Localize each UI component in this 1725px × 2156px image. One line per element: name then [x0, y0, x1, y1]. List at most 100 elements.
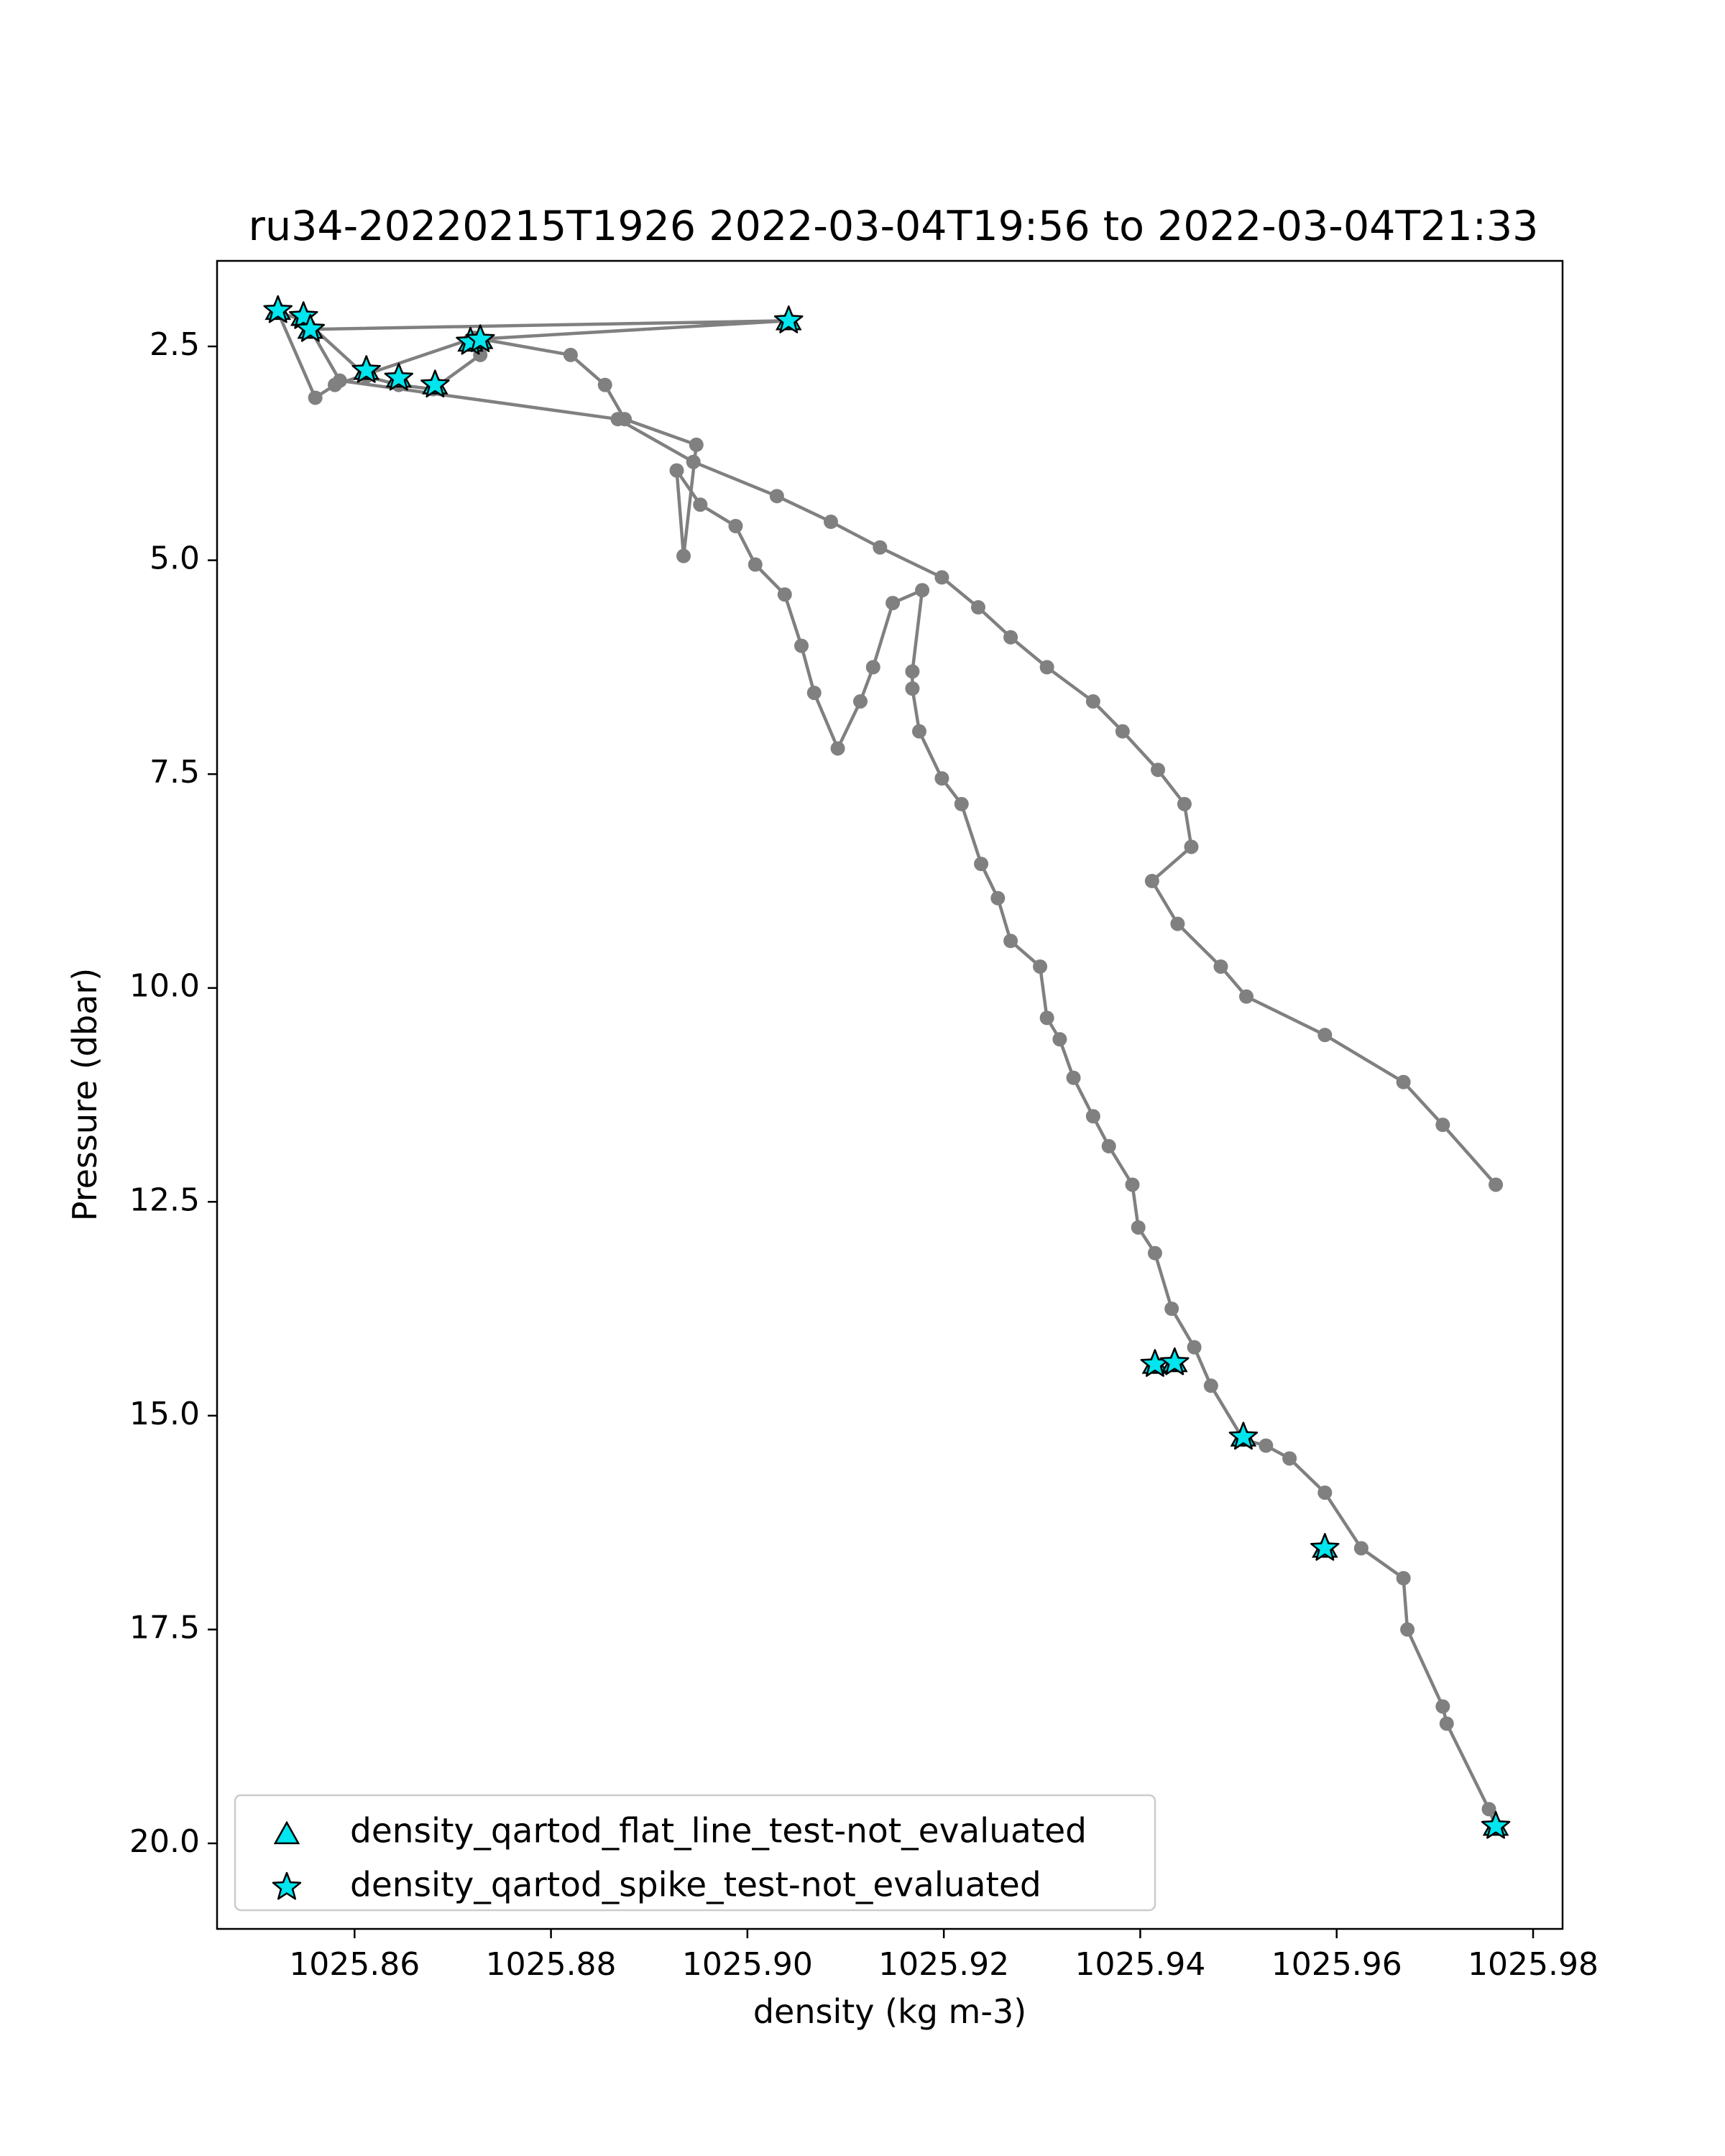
profile-point [1213, 959, 1228, 974]
profile-point [597, 377, 612, 392]
profile-point [1439, 1716, 1454, 1731]
spike-flag-marker [1159, 1347, 1190, 1376]
y-axis-label: Pressure (dbar) [65, 968, 104, 1221]
y-tick-label: 10.0 [129, 968, 200, 1005]
profile-point [1039, 660, 1054, 675]
profile-point [1052, 1032, 1067, 1047]
profile-point [1003, 630, 1018, 645]
legend-box [234, 1794, 1156, 1912]
profile-point [1481, 1802, 1496, 1817]
profile-point [865, 660, 880, 675]
chart-title: ru34-20220215T1926 2022-03-04T19:56 to 2… [249, 203, 1539, 250]
profile-point [769, 489, 784, 504]
profile-point [332, 373, 347, 388]
profile-point [1085, 1109, 1100, 1124]
spike-flag-marker [1310, 1533, 1340, 1561]
spike-flag-marker [1481, 1810, 1511, 1839]
profile-point [1085, 694, 1100, 709]
profile-point [669, 463, 684, 478]
profile-point [1396, 1570, 1411, 1585]
legend-triangle-glyph [273, 1820, 300, 1845]
profile-point [1033, 959, 1048, 974]
profile-point [934, 570, 949, 585]
profile-point [806, 686, 822, 701]
profile-point [1489, 1177, 1504, 1192]
profile-point [1435, 1699, 1450, 1714]
profile-point [1101, 1138, 1116, 1153]
profile-point [1239, 989, 1254, 1004]
profile-point [990, 890, 1006, 906]
profile-point [1282, 1451, 1297, 1466]
legend-triangle-marker [273, 1820, 300, 1845]
y-tick-label: 20.0 [129, 1823, 200, 1860]
profile-point [1177, 796, 1192, 811]
profile-point [934, 771, 949, 786]
profile-point [1259, 1438, 1274, 1453]
profile-point [693, 497, 708, 512]
profile-point [873, 540, 888, 555]
profile-point [1039, 1010, 1054, 1026]
profile-point [686, 454, 701, 469]
spike-flag-marker [384, 362, 414, 391]
legend-label-spike: density_qartod_spike_test-not_evaluated [350, 1866, 1041, 1905]
profile-point [905, 681, 920, 696]
profile-point [886, 596, 901, 611]
profile-point [794, 638, 809, 653]
profile-point [915, 583, 930, 598]
profile-point [1115, 724, 1130, 739]
profile-point [1151, 763, 1166, 778]
x-axis-label: density (kg m-3) [753, 1992, 1026, 2031]
profile-point [610, 412, 625, 427]
profile-point [689, 437, 704, 452]
legend-star-marker [272, 1871, 302, 1900]
profile-point [974, 857, 989, 872]
spike-flag-marker [1228, 1422, 1259, 1450]
x-tick-label: 1025.94 [1075, 1946, 1205, 1983]
profile-point [1203, 1378, 1218, 1393]
spike-flag-marker [351, 355, 381, 383]
spike-flag-marker [465, 324, 495, 352]
y-axis: 2.5 5.0 7.5 10.0 12.5 15.0 17.5 20.0 [129, 326, 217, 1860]
profile-point [308, 390, 323, 405]
legend: density_qartod_flat_line_test-not_evalua… [234, 1794, 1156, 1912]
profile-point [905, 664, 920, 679]
x-tick-label: 1025.90 [682, 1946, 813, 1983]
x-tick-label: 1025.92 [878, 1946, 1009, 1983]
profile-point [1147, 1245, 1162, 1261]
marker-layer [263, 295, 1511, 1839]
spike-flag-marker [263, 295, 293, 323]
plot-area [216, 259, 1564, 1930]
spike-flag-marker [295, 313, 326, 342]
profile-point [970, 600, 985, 615]
spike-flag-marker [288, 301, 318, 329]
spike-flag-marker [420, 369, 450, 398]
x-tick-label: 1025.86 [289, 1946, 420, 1983]
profile-point [1170, 916, 1185, 931]
profile-point [1396, 1074, 1411, 1089]
spike-flag-marker [773, 305, 804, 333]
profile-point [830, 741, 845, 756]
x-tick-label: 1025.96 [1271, 1946, 1402, 1983]
profile-point [1003, 934, 1018, 949]
profile-point [748, 557, 763, 572]
y-tick-label: 12.5 [129, 1181, 200, 1218]
profile-point [1125, 1177, 1140, 1192]
x-axis: 1025.86 1025.88 1025.90 1025.92 1025.94 1025.… [289, 1929, 1598, 1983]
profile-point [728, 518, 743, 533]
profile-point [1400, 1622, 1415, 1637]
profile-point [1184, 839, 1199, 854]
profile-point [853, 694, 868, 709]
profile-point [777, 587, 792, 602]
profile-point [1131, 1220, 1146, 1235]
profile-point [676, 548, 691, 563]
profile-point [954, 796, 969, 811]
legend-label-flat-line: density_qartod_flat_line_test-not_evalua… [350, 1812, 1087, 1851]
y-tick-label: 7.5 [150, 754, 200, 791]
profile-point [1317, 1028, 1333, 1043]
profile-point [1435, 1118, 1450, 1133]
profile-point [1317, 1485, 1333, 1500]
y-tick-label: 5.0 [150, 540, 200, 577]
y-tick-label: 2.5 [150, 326, 200, 363]
y-tick-label: 17.5 [129, 1609, 200, 1646]
